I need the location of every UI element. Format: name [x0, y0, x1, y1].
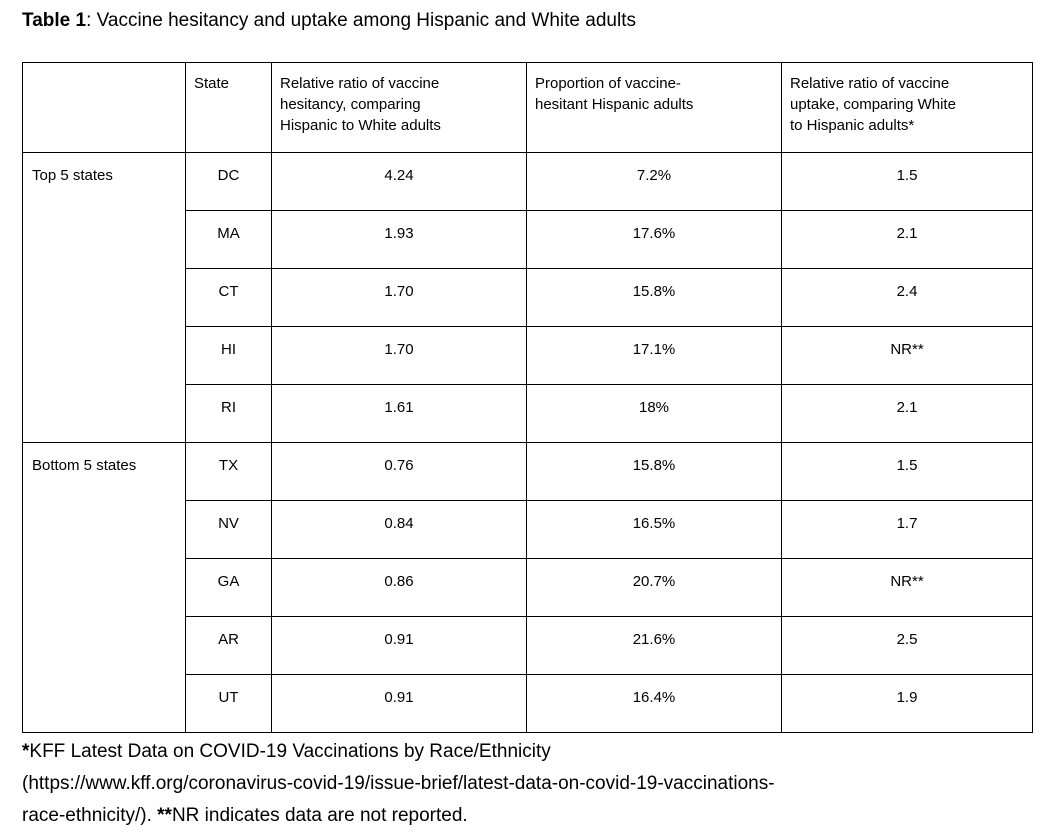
- state-cell: DC: [185, 152, 272, 211]
- uptake-ratio-cell: 2.5: [781, 616, 1033, 675]
- uptake-ratio-cell: 1.5: [781, 152, 1033, 211]
- state-cell: AR: [185, 616, 272, 675]
- hesitancy-ratio-cell: 0.91: [271, 674, 527, 733]
- state-cell: GA: [185, 558, 272, 617]
- header-cell-group: [22, 62, 186, 153]
- hesitancy-ratio-cell: 1.70: [271, 326, 527, 385]
- proportion-cell: 15.8%: [526, 268, 782, 327]
- header-row: State Relative ratio of vaccine hesitanc…: [22, 62, 1033, 153]
- state-cell: CT: [185, 268, 272, 327]
- proportion-cell: 7.2%: [526, 152, 782, 211]
- hesitancy-ratio-cell: 0.86: [271, 558, 527, 617]
- uptake-ratio-cell: NR**: [781, 558, 1033, 617]
- vaccine-hesitancy-table: State Relative ratio of vaccine hesitanc…: [22, 62, 1033, 733]
- proportion-cell: 16.4%: [526, 674, 782, 733]
- proportion-cell: 21.6%: [526, 616, 782, 675]
- footnote-url-end-text: race-ethnicity/).: [22, 805, 158, 826]
- state-cell: RI: [185, 384, 272, 443]
- hesitancy-ratio-cell: 0.76: [271, 442, 527, 501]
- footnote-url-text: (https://www.kff.org/coronavirus-covid-1…: [22, 773, 775, 794]
- table-caption: Table 1: Vaccine hesitancy and uptake am…: [22, 9, 1064, 33]
- header-cell-uptake-ratio: Relative ratio of vaccine uptake, compar…: [781, 62, 1033, 153]
- state-cell: MA: [185, 210, 272, 269]
- hesitancy-ratio-cell: 0.91: [271, 616, 527, 675]
- table-row: GA 0.86 20.7% NR**: [23, 558, 1033, 617]
- table-row: NV 0.84 16.5% 1.7: [23, 500, 1033, 559]
- footnote-source-text: KFF Latest Data on COVID-19 Vaccinations…: [29, 741, 551, 762]
- uptake-ratio-cell: 1.5: [781, 442, 1033, 501]
- footnote-line-2: (https://www.kff.org/coronavirus-covid-1…: [22, 768, 1064, 800]
- proportion-cell: 15.8%: [526, 442, 782, 501]
- table-row: UT 0.91 16.4% 1.9: [23, 674, 1033, 733]
- footnote: *KFF Latest Data on COVID-19 Vaccination…: [22, 736, 1064, 832]
- hesitancy-ratio-cell: 4.24: [271, 152, 527, 211]
- proportion-cell: 20.7%: [526, 558, 782, 617]
- uptake-ratio-cell: 2.1: [781, 384, 1033, 443]
- footnote-marker-1: *: [22, 741, 30, 762]
- table-row: Bottom 5 states TX 0.76 15.8% 1.5: [22, 442, 1033, 733]
- table-row: CT 1.70 15.8% 2.4: [23, 268, 1033, 327]
- header-cell-state: State: [185, 62, 272, 153]
- header-cell-hesitancy-ratio: Relative ratio of vaccine hesitancy, com…: [271, 62, 527, 153]
- hesitancy-ratio-cell: 1.93: [271, 210, 527, 269]
- proportion-cell: 16.5%: [526, 500, 782, 559]
- table-row: MA 1.93 17.6% 2.1: [23, 210, 1033, 269]
- table-row: HI 1.70 17.1% NR**: [23, 326, 1033, 385]
- proportion-cell: 18%: [526, 384, 782, 443]
- uptake-ratio-cell: 2.1: [781, 210, 1033, 269]
- group-label-bottom5: Bottom 5 states: [22, 442, 186, 733]
- state-cell: TX: [185, 442, 272, 501]
- footnote-line-1: *KFF Latest Data on COVID-19 Vaccination…: [22, 736, 1064, 768]
- table-row: RI 1.61 18% 2.1: [23, 384, 1033, 443]
- footnote-line-3: race-ethnicity/). **NR indicates data ar…: [22, 800, 1064, 832]
- table-row: AR 0.91 21.6% 2.5: [23, 616, 1033, 675]
- state-cell: UT: [185, 674, 272, 733]
- uptake-ratio-cell: 1.9: [781, 674, 1033, 733]
- proportion-cell: 17.1%: [526, 326, 782, 385]
- state-cell: NV: [185, 500, 272, 559]
- table-caption-number: Table 1: [22, 10, 87, 31]
- uptake-ratio-cell: 2.4: [781, 268, 1033, 327]
- state-cell: HI: [185, 326, 272, 385]
- header-cell-proportion: Proportion of vaccine- hesitant Hispanic…: [526, 62, 782, 153]
- hesitancy-ratio-cell: 0.84: [271, 500, 527, 559]
- uptake-ratio-cell: 1.7: [781, 500, 1033, 559]
- hesitancy-ratio-cell: 1.70: [271, 268, 527, 327]
- table-caption-text: : Vaccine hesitancy and uptake among His…: [86, 10, 636, 31]
- proportion-cell: 17.6%: [526, 210, 782, 269]
- hesitancy-ratio-cell: 1.61: [271, 384, 527, 443]
- group-label-top5: Top 5 states: [22, 152, 186, 443]
- table-row: Top 5 states DC 4.24 7.2% 1.5: [22, 152, 1033, 443]
- uptake-ratio-cell: NR**: [781, 326, 1033, 385]
- footnote-marker-2: **: [157, 805, 172, 826]
- footnote-nr-text: NR indicates data are not reported.: [171, 805, 468, 826]
